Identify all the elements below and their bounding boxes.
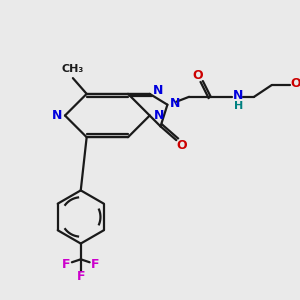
Text: O: O — [290, 76, 300, 89]
Text: CH₃: CH₃ — [62, 64, 84, 74]
Text: H: H — [234, 101, 243, 111]
Text: N: N — [233, 89, 244, 102]
Text: N: N — [170, 97, 181, 110]
Text: O: O — [176, 139, 187, 152]
Text: N: N — [152, 84, 163, 98]
Text: F: F — [76, 270, 85, 283]
Text: N: N — [52, 109, 62, 122]
Text: F: F — [62, 258, 70, 271]
Text: N: N — [154, 109, 165, 122]
Text: F: F — [91, 258, 100, 271]
Text: O: O — [193, 69, 203, 82]
